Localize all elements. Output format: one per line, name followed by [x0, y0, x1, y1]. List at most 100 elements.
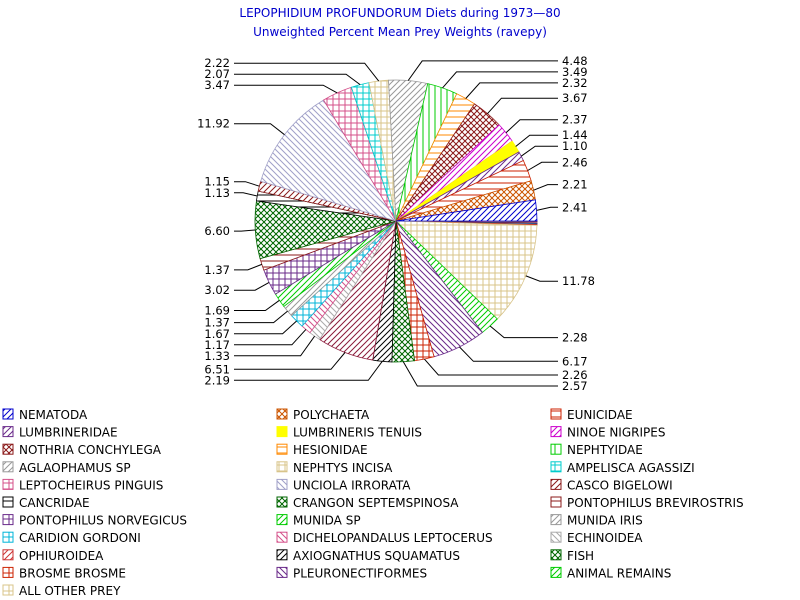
slice-label-25: 1.13	[204, 186, 230, 200]
legend-item-8: NEPHTYIDAE	[550, 443, 643, 457]
legend-swatch-14	[550, 478, 562, 490]
leader-line-29	[234, 73, 361, 86]
slice-label-13: 2.26	[562, 368, 588, 382]
legend-label-6: NOTHRIA CONCHYLEGA	[19, 443, 162, 457]
leader-line-15	[234, 361, 383, 381]
slice-label-30: 2.22	[204, 56, 230, 70]
legend-label-25: AXIOGNATHUS SQUAMATUS	[293, 549, 460, 563]
legend-swatch-18	[2, 514, 14, 526]
slice-label-27: 11.92	[197, 117, 230, 131]
slice-label-21: 1.69	[204, 304, 230, 318]
slice-label-10: 11.78	[562, 274, 595, 288]
slice-label-23: 1.37	[204, 263, 230, 277]
legend-swatch-12	[2, 478, 14, 490]
legend-swatch-5	[550, 426, 562, 438]
leader-line-28	[234, 84, 338, 94]
slice-label-31: 4.48	[562, 54, 588, 68]
legend-label-20: MUNIDA IRIS	[567, 514, 643, 528]
legend-item-27: BROSME BROSME	[2, 566, 126, 580]
slice-label-24: 6.60	[204, 224, 230, 238]
legend-item-22: DICHELOPANDALUS LEPTOCERUS	[276, 531, 493, 545]
slice-label-37: 1.10	[562, 139, 588, 153]
legend-label-18: PONTOPHILUS NORVEGICUS	[19, 514, 187, 528]
slice-label-17: 1.33	[204, 349, 230, 363]
leader-line-22	[234, 281, 270, 291]
legend-item-30: ALL OTHER PREY	[2, 584, 121, 598]
legend-item-15: CANCRIDAE	[2, 496, 90, 510]
pie-slice-27	[260, 99, 397, 222]
slice-label-32: 3.49	[562, 65, 588, 79]
leader-line-20	[234, 310, 288, 324]
legend-label-26: FISH	[567, 549, 594, 563]
legend-swatch-15	[2, 496, 14, 508]
slice-label-28: 3.47	[204, 78, 230, 92]
slice-label-12: 6.17	[562, 354, 588, 368]
leader-line-37	[520, 145, 558, 157]
slice-label-34: 3.67	[562, 91, 588, 105]
legend-item-21: CARIDION GORDONI	[2, 531, 141, 545]
leader-line-25	[234, 192, 258, 197]
legend-item-18: PONTOPHILUS NORVEGICUS	[2, 514, 187, 528]
legend: NEMATODA POLYCHAETA EUNICIDAE LUMBRINERIDAE…	[2, 408, 744, 598]
legend-item-6: NOTHRIA CONCHYLEGA	[2, 443, 162, 457]
leader-line-34	[487, 97, 558, 115]
leader-line-10	[525, 275, 558, 282]
legend-swatch-26	[550, 549, 562, 561]
legend-swatch-27	[2, 566, 14, 578]
legend-label-2: EUNICIDAE	[567, 408, 633, 422]
legend-label-1: POLYCHAETA	[293, 408, 370, 422]
legend-swatch-21	[2, 531, 14, 543]
legend-label-27: BROSME BROSME	[19, 566, 126, 580]
legend-swatch-13	[276, 478, 288, 490]
pie-slices	[254, 79, 538, 363]
slice-label-26: 1.15	[204, 175, 230, 189]
leader-line-39	[533, 184, 558, 191]
slice-label-18: 1.17	[204, 338, 230, 352]
legend-swatch-9	[2, 461, 14, 473]
slice-label-20: 1.37	[204, 316, 230, 330]
legend-item-12: LEPTOCHEIRUS PINGUIS	[2, 478, 163, 492]
chart-title: LEPOPHIDIUM PROFUNDORUM Diets during 197…	[239, 6, 560, 20]
slice-label-33: 2.32	[562, 76, 588, 90]
slice-labels: 4.483.492.323.67 2.371.441.10 2.46 2.21 2.41…	[197, 54, 595, 393]
legend-swatch-30	[2, 584, 14, 596]
legend-label-10: NEPHTYS INCISA	[293, 461, 393, 475]
legend-item-14: CASCO BIGELOWI	[550, 478, 673, 492]
slice-label-22: 3.02	[204, 283, 230, 297]
legend-swatch-19	[276, 514, 288, 526]
slice-label-14: 2.57	[562, 379, 588, 393]
slice-label-39: 2.21	[562, 178, 588, 192]
legend-label-11: AMPELISCA AGASSIZI	[567, 461, 695, 475]
legend-swatch-11	[550, 461, 562, 473]
legend-label-7: HESIONIDAE	[293, 443, 368, 457]
legend-item-1: POLYCHAETA	[276, 408, 370, 422]
leader-line-23	[234, 263, 262, 271]
leader-line-40	[536, 206, 558, 211]
legend-swatch-1	[276, 408, 288, 420]
leader-line-14	[402, 361, 558, 387]
slice-leader-lines	[234, 60, 558, 387]
legend-item-24: OPHIUROIDEA	[2, 549, 104, 563]
legend-swatch-25	[276, 549, 288, 561]
legend-label-16: CRANGON SEPTEMSPINOSA	[293, 496, 459, 510]
leader-line-35	[505, 119, 558, 134]
legend-item-28: PLEURONECTIFORMES	[276, 566, 427, 580]
legend-swatch-29	[550, 566, 562, 578]
leader-line-11	[489, 325, 558, 339]
legend-item-3: LUMBRINERIDAE	[2, 426, 118, 440]
leader-line-36	[515, 134, 558, 147]
legend-label-0: NEMATODA	[19, 408, 88, 422]
leader-line-30	[234, 62, 380, 82]
leader-line-13	[424, 358, 558, 376]
legend-label-24: OPHIUROIDEA	[19, 549, 104, 563]
legend-swatch-8	[550, 443, 562, 455]
slice-label-29: 2.07	[204, 67, 230, 81]
leader-line-31	[407, 60, 558, 81]
slice-label-38: 2.46	[562, 155, 588, 169]
slice-label-35: 2.37	[562, 113, 588, 127]
legend-swatch-2	[550, 408, 562, 420]
slice-label-40: 2.41	[562, 200, 588, 214]
legend-item-0: NEMATODA	[2, 408, 88, 422]
legend-item-25: AXIOGNATHUS SQUAMATUS	[276, 549, 460, 563]
